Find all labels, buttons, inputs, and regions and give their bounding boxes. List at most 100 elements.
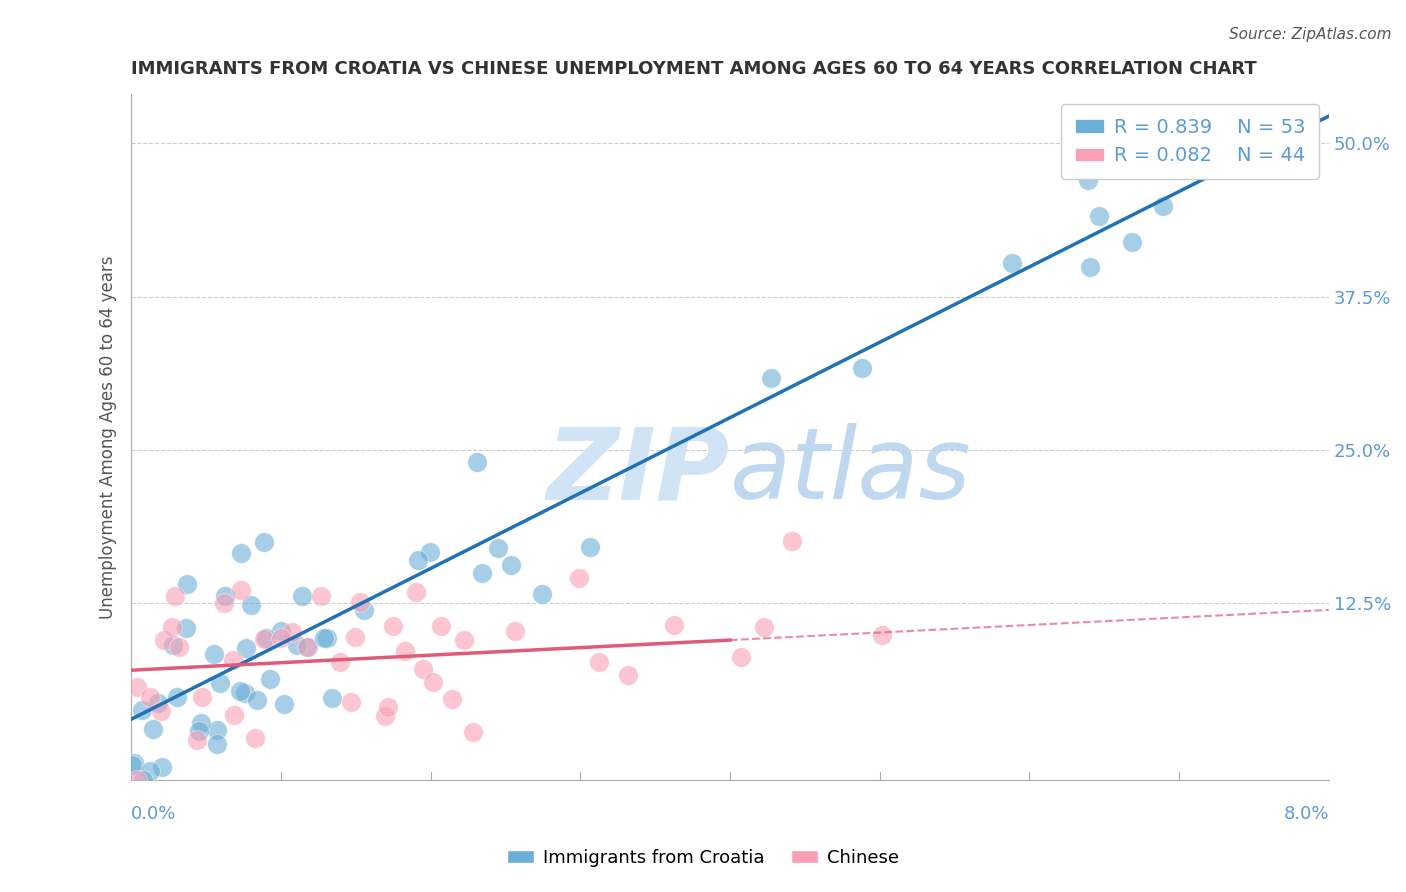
- Point: [235, 640, 257, 655]
- Point: [422, 674, 444, 689]
- Point: [142, 723, 165, 737]
- Point: [233, 686, 256, 700]
- Point: [259, 672, 281, 686]
- Point: [176, 576, 198, 591]
- Point: [309, 589, 332, 603]
- Point: [243, 731, 266, 745]
- Point: [131, 773, 153, 788]
- Point: [1077, 173, 1099, 187]
- Point: [321, 690, 343, 705]
- Legend: R = 0.839    N = 53, R = 0.082    N = 44: R = 0.839 N = 53, R = 0.082 N = 44: [1062, 104, 1319, 179]
- Point: [419, 545, 441, 559]
- Point: [190, 716, 212, 731]
- Point: [340, 695, 363, 709]
- Point: [759, 371, 782, 385]
- Point: [1088, 209, 1111, 223]
- Point: [188, 724, 211, 739]
- Point: [208, 675, 231, 690]
- Point: [191, 690, 214, 704]
- Point: [486, 541, 509, 556]
- Point: [240, 598, 263, 612]
- Point: [229, 582, 252, 597]
- Point: [254, 632, 277, 646]
- Point: [281, 624, 304, 639]
- Point: [381, 618, 404, 632]
- Point: [297, 640, 319, 655]
- Point: [505, 624, 527, 638]
- Point: [149, 704, 172, 718]
- Point: [162, 638, 184, 652]
- Text: IMMIGRANTS FROM CROATIA VS CHINESE UNEMPLOYMENT AMONG AGES 60 TO 64 YEARS CORREL: IMMIGRANTS FROM CROATIA VS CHINESE UNEMP…: [131, 60, 1257, 78]
- Point: [205, 723, 228, 737]
- Point: [617, 668, 640, 682]
- Point: [270, 632, 292, 646]
- Point: [662, 618, 685, 632]
- Point: [530, 587, 553, 601]
- Point: [1121, 235, 1143, 249]
- Point: [131, 703, 153, 717]
- Point: [152, 632, 174, 647]
- Point: [270, 624, 292, 639]
- Point: [405, 585, 427, 599]
- Point: [121, 757, 143, 772]
- Text: Source: ZipAtlas.com: Source: ZipAtlas.com: [1229, 27, 1392, 42]
- Legend: Immigrants from Croatia, Chinese: Immigrants from Croatia, Chinese: [499, 842, 907, 874]
- Text: 0.0%: 0.0%: [131, 805, 177, 823]
- Point: [125, 773, 148, 788]
- Point: [406, 553, 429, 567]
- Point: [291, 589, 314, 603]
- Point: [214, 589, 236, 603]
- Point: [297, 640, 319, 655]
- Point: [373, 708, 395, 723]
- Point: [1078, 260, 1101, 275]
- Point: [1001, 255, 1024, 269]
- Point: [412, 662, 434, 676]
- Point: [430, 619, 453, 633]
- Point: [224, 707, 246, 722]
- Point: [229, 684, 252, 698]
- Point: [212, 596, 235, 610]
- Point: [588, 655, 610, 669]
- Point: [174, 621, 197, 635]
- Point: [465, 455, 488, 469]
- Point: [186, 733, 208, 747]
- Point: [349, 595, 371, 609]
- Point: [139, 690, 162, 704]
- Point: [150, 760, 173, 774]
- Point: [160, 619, 183, 633]
- Point: [246, 693, 269, 707]
- Point: [1152, 199, 1174, 213]
- Point: [394, 644, 416, 658]
- Point: [353, 602, 375, 616]
- Point: [253, 534, 276, 549]
- Point: [166, 690, 188, 704]
- Point: [167, 640, 190, 654]
- Point: [165, 589, 187, 603]
- Point: [138, 764, 160, 778]
- Point: [471, 566, 494, 580]
- Point: [122, 756, 145, 771]
- Point: [870, 628, 893, 642]
- Point: [125, 680, 148, 694]
- Point: [730, 650, 752, 665]
- Point: [501, 558, 523, 572]
- Point: [146, 696, 169, 710]
- Point: [578, 541, 600, 555]
- Point: [207, 737, 229, 751]
- Text: 8.0%: 8.0%: [1284, 805, 1329, 823]
- Point: [782, 533, 804, 548]
- Text: atlas: atlas: [730, 424, 972, 520]
- Point: [273, 698, 295, 712]
- Point: [453, 633, 475, 648]
- Point: [754, 620, 776, 634]
- Y-axis label: Unemployment Among Ages 60 to 64 years: Unemployment Among Ages 60 to 64 years: [100, 256, 117, 619]
- Point: [222, 653, 245, 667]
- Point: [316, 631, 339, 645]
- Text: ZIP: ZIP: [547, 424, 730, 520]
- Point: [440, 692, 463, 706]
- Point: [312, 631, 335, 645]
- Point: [202, 647, 225, 661]
- Point: [231, 546, 253, 560]
- Point: [851, 361, 873, 376]
- Point: [461, 725, 484, 739]
